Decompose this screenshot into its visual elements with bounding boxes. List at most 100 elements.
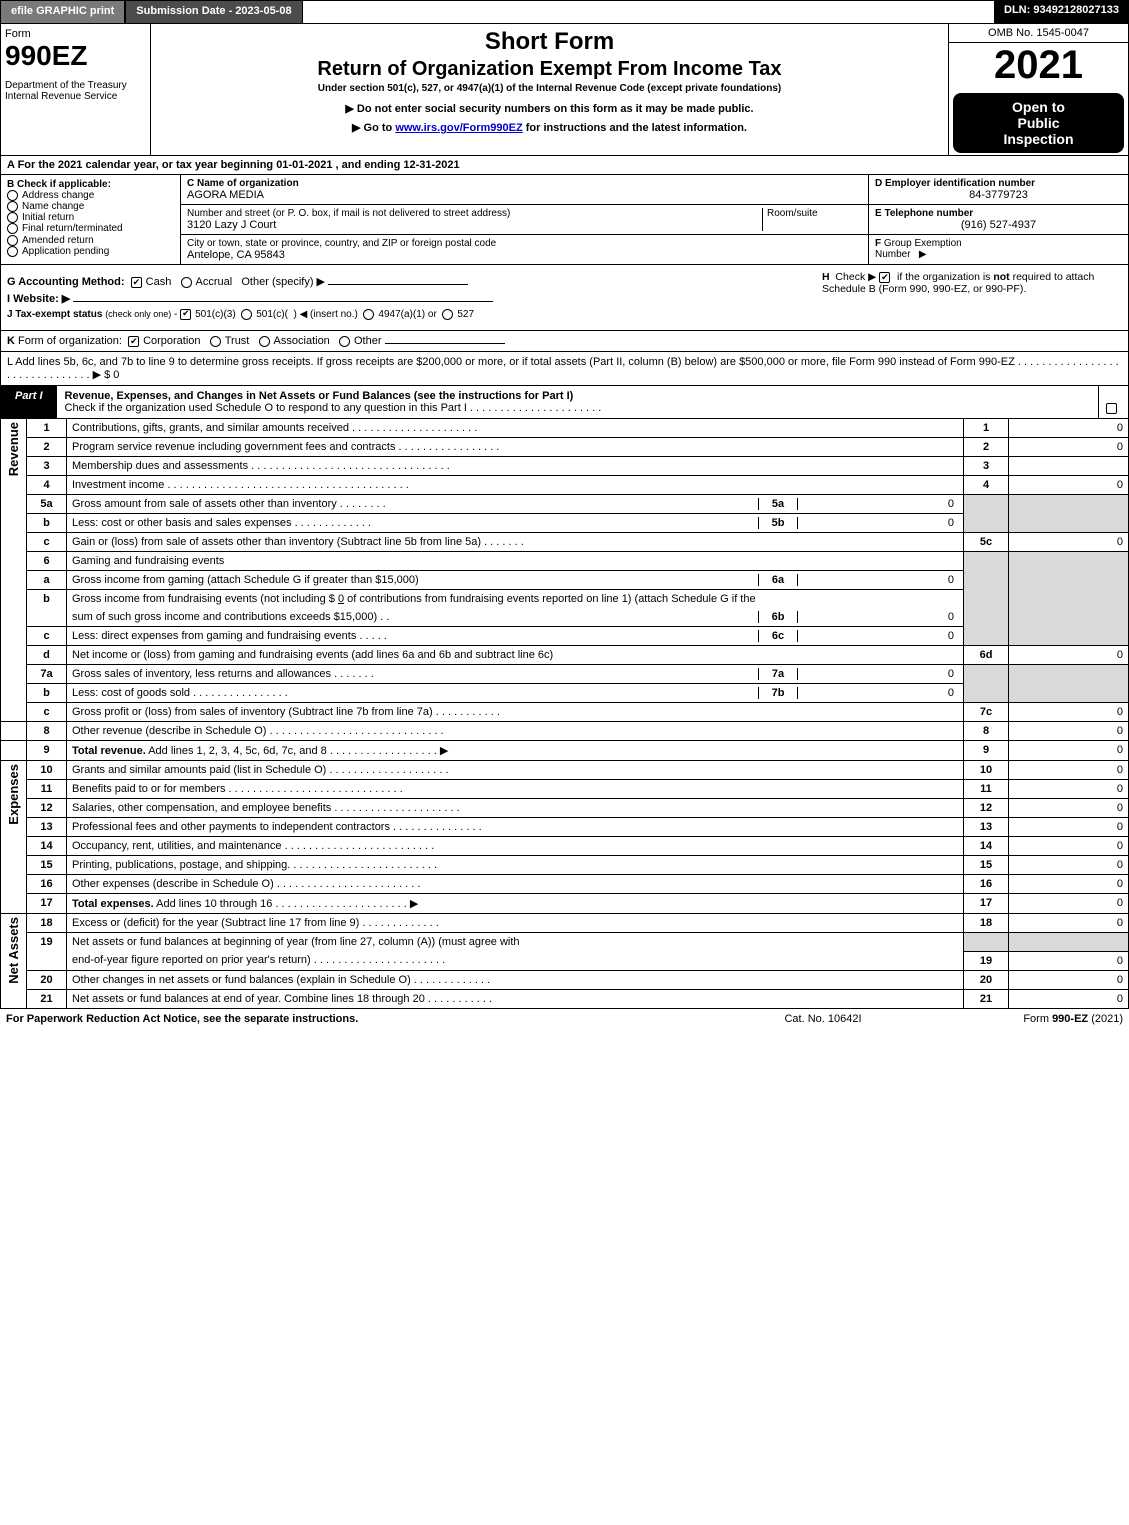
r7a-text: Gross sales of inventory, less returns a… (72, 668, 758, 680)
r6d-col: 6d (964, 646, 1009, 665)
r5a-sv: 0 (798, 498, 958, 510)
section-l: L Add lines 5b, 6c, and 7b to line 9 to … (0, 352, 1129, 386)
j-527-check[interactable] (442, 309, 453, 320)
r18-desc: Excess or (deficit) for the year (Subtra… (67, 914, 964, 933)
k-other-input[interactable] (385, 343, 505, 344)
j-4947-check[interactable] (363, 309, 374, 320)
r7a-num: 7a (27, 665, 67, 684)
row-6b-bot: sum of such gross income and contributio… (1, 608, 1129, 627)
k-corp-check[interactable] (128, 336, 139, 347)
submission-date-button[interactable]: Submission Date - 2023-05-08 (125, 0, 302, 24)
k-other-check[interactable] (339, 336, 350, 347)
part-1-schedule-o-check[interactable] (1098, 386, 1128, 418)
e-label: E Telephone number (875, 208, 1122, 219)
expenses-label: Expenses (6, 764, 21, 825)
k-trust-check[interactable] (210, 336, 221, 347)
r4-val: 0 (1009, 476, 1129, 495)
chk-name-change[interactable]: Name change (7, 201, 174, 212)
r9-col: 9 (964, 741, 1009, 761)
footer-right-post: (2021) (1088, 1013, 1123, 1025)
r5-grayval (1009, 495, 1129, 533)
g-accrual-check[interactable] (181, 277, 192, 288)
r5a-sn: 5a (758, 498, 798, 510)
r5c-col: 5c (964, 533, 1009, 552)
row-7a: 7aGross sales of inventory, less returns… (1, 665, 1129, 684)
k-assoc-check[interactable] (259, 336, 270, 347)
chk-final-return[interactable]: Final return/terminated (7, 223, 174, 234)
top-bar-spacer (303, 0, 994, 24)
r7a-sn: 7a (758, 668, 798, 680)
form-left-column: Form 990EZ Department of the Treasury In… (1, 24, 151, 155)
r6c-text: Less: direct expenses from gaming and fu… (72, 630, 758, 642)
r5b-num: b (27, 514, 67, 533)
r8-desc: Other revenue (describe in Schedule O) .… (67, 722, 964, 741)
chk-address-change[interactable]: Address change (7, 190, 174, 201)
part-1-title: Revenue, Expenses, and Changes in Net As… (65, 390, 574, 402)
r6c-sn: 6c (758, 630, 798, 642)
r8-val: 0 (1009, 722, 1129, 741)
r7-grayval (1009, 665, 1129, 703)
r20-num: 20 (27, 970, 67, 989)
chk-amended-return[interactable]: Amended return (7, 235, 174, 246)
g-cash-check[interactable] (131, 277, 142, 288)
room-label: Room/suite (767, 208, 862, 219)
website-input[interactable] (73, 301, 493, 302)
r16-val: 0 (1009, 875, 1129, 894)
r7c-num: c (27, 703, 67, 722)
rev-side-empty (1, 722, 27, 741)
row-8: 8Other revenue (describe in Schedule O) … (1, 722, 1129, 741)
tax-year: 2021 (949, 43, 1128, 91)
row-3: 3Membership dues and assessments . . . .… (1, 457, 1129, 476)
r16-col: 16 (964, 875, 1009, 894)
r7b-sn: 7b (758, 687, 798, 699)
row-12: 12Salaries, other compensation, and empl… (1, 799, 1129, 818)
r9-val: 0 (1009, 741, 1129, 761)
r3-desc: Membership dues and assessments . . . . … (67, 457, 964, 476)
j-501c-check[interactable] (241, 309, 252, 320)
row-19b: end-of-year figure reported on prior yea… (1, 951, 1129, 970)
r9-desc: Total revenue. Add lines 1, 2, 3, 4, 5c,… (67, 741, 964, 761)
r5b-desc: Less: cost or other basis and sales expe… (67, 514, 964, 533)
h-checkbox[interactable] (879, 272, 890, 283)
r6-num: 6 (27, 552, 67, 571)
b-item-1: Name change (22, 201, 84, 212)
part-1-label: Part I (1, 386, 57, 418)
c-name-label: C Name of organization (187, 178, 862, 189)
r11-num: 11 (27, 780, 67, 799)
j-501c3-check[interactable] (180, 309, 191, 320)
row-9: 9Total revenue. Add lines 1, 2, 3, 4, 5c… (1, 741, 1129, 761)
footer-left: For Paperwork Reduction Act Notice, see … (6, 1013, 723, 1025)
r14-num: 14 (27, 837, 67, 856)
r10-desc: Grants and similar amounts paid (list in… (67, 761, 964, 780)
section-h: H Check ▶ if the organization is not req… (822, 271, 1122, 295)
r7c-desc: Gross profit or (loss) from sales of inv… (67, 703, 964, 722)
r6d-num: d (27, 646, 67, 665)
row-15: 15Printing, publications, postage, and s… (1, 856, 1129, 875)
r7a-desc: Gross sales of inventory, less returns a… (67, 665, 964, 684)
r11-col: 11 (964, 780, 1009, 799)
r3-num: 3 (27, 457, 67, 476)
g-other: Other (specify) ▶ (241, 276, 325, 288)
row-11: 11Benefits paid to or for members . . . … (1, 780, 1129, 799)
chk-initial-return[interactable]: Initial return (7, 212, 174, 223)
part-1-header: Part I Revenue, Expenses, and Changes in… (0, 386, 1129, 419)
g-other-input[interactable] (328, 284, 468, 285)
row-21: 21Net assets or fund balances at end of … (1, 989, 1129, 1008)
r7b-desc: Less: cost of goods sold . . . . . . . .… (67, 684, 964, 703)
revenue-label: Revenue (6, 422, 21, 476)
r19-grayval (1009, 933, 1129, 952)
d-label: D Employer identification number (875, 178, 1122, 189)
netassets-sidebar: Net Assets (1, 914, 27, 1009)
section-b: B Check if applicable: Address change Na… (1, 175, 181, 264)
r8-col: 8 (964, 722, 1009, 741)
row-5a: 5aGross amount from sale of assets other… (1, 495, 1129, 514)
r7c-val: 0 (1009, 703, 1129, 722)
r6b-d2: sum of such gross income and contributio… (72, 611, 758, 623)
chk-application-pending[interactable]: Application pending (7, 246, 174, 257)
form-number: 990EZ (5, 40, 146, 72)
section-k: K Form of organization: Corporation Trus… (0, 331, 1129, 352)
efile-print-button[interactable]: efile GRAPHIC print (0, 0, 125, 24)
r21-col: 21 (964, 989, 1009, 1008)
irs-link[interactable]: www.irs.gov/Form990EZ (395, 122, 522, 134)
b-title: B Check if applicable: (7, 179, 174, 190)
